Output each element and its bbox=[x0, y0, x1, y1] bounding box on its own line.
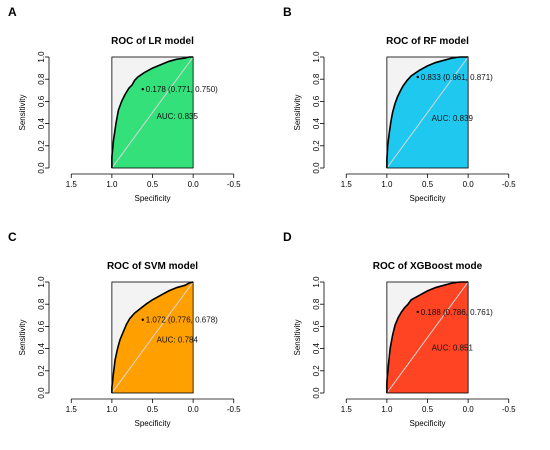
x-tick-label: -0.5 bbox=[227, 405, 241, 414]
y-tick-label: 0.8 bbox=[312, 298, 321, 310]
roc-box bbox=[111, 56, 194, 169]
threshold-point bbox=[141, 87, 144, 91]
y-tick-label: 0.6 bbox=[37, 95, 46, 107]
y-tick-label: 0.6 bbox=[312, 320, 321, 332]
threshold-annotation: 0.188 (0.786, 0.761) bbox=[421, 308, 493, 317]
y-tick-label: 0.6 bbox=[312, 95, 321, 107]
roc-panel-rf: B ROC of RF model 0.833 (0.861, 0.871) AUC:… bbox=[275, 0, 550, 225]
x-tick-label: 0.0 bbox=[188, 180, 200, 189]
roc-panel-svm: C ROC of SVM model 1.072 (0.776, 0.678) AUC… bbox=[0, 225, 275, 450]
y-tick-label: 0.2 bbox=[312, 365, 321, 377]
y-tick-label: 0.4 bbox=[37, 117, 46, 129]
y-tick-label: 0.2 bbox=[37, 140, 46, 152]
y-tick-label: 0.0 bbox=[312, 162, 321, 174]
x-tick-label: -0.5 bbox=[227, 180, 241, 189]
y-tick-label: 0.8 bbox=[37, 73, 46, 85]
y-tick-label: 0.0 bbox=[37, 162, 46, 174]
x-tick-label: 1.5 bbox=[341, 180, 353, 189]
roc-curve-line bbox=[111, 56, 194, 168]
y-tick-label: 0.8 bbox=[312, 73, 321, 85]
x-tick-label: -0.5 bbox=[502, 405, 516, 414]
chart-title: ROC of XGBoost mode bbox=[373, 261, 483, 272]
x-tick-label: 1.0 bbox=[381, 405, 393, 414]
auc-annotation: AUC: 0.835 bbox=[157, 112, 199, 121]
y-tick-label: 1.0 bbox=[37, 51, 46, 63]
threshold-point bbox=[141, 318, 144, 321]
auc-annotation: AUC: 0.851 bbox=[432, 343, 474, 352]
roc-box bbox=[386, 281, 469, 394]
chart-title: ROC of RF model bbox=[386, 36, 469, 47]
chart-title: ROC of SVM model bbox=[107, 261, 198, 272]
y-tick-label: 0.8 bbox=[37, 298, 46, 310]
roc-panel-lr: A ROC of LR model 0.178 (0.771, 0.750) AUC:… bbox=[0, 0, 275, 225]
diagonal-reference-line bbox=[111, 281, 194, 394]
panel-label: A bbox=[8, 5, 17, 19]
roc-box bbox=[111, 281, 194, 394]
y-tick-label: 0.0 bbox=[312, 387, 321, 399]
roc-chart: A ROC of LR model 0.178 (0.771, 0.750) AUC:… bbox=[8, 5, 241, 203]
roc-chart: D ROC of XGBoost mode 0.188 (0.786, 0.761)… bbox=[283, 230, 516, 428]
x-tick-label: 1.0 bbox=[106, 180, 118, 189]
x-tick-label: 0.5 bbox=[422, 405, 434, 414]
roc-curve-line bbox=[111, 281, 194, 393]
x-tick-label: -0.5 bbox=[502, 180, 516, 189]
x-tick-label: 0.5 bbox=[147, 180, 159, 189]
chart-title: ROC of LR model bbox=[111, 36, 194, 47]
panel-label: B bbox=[283, 5, 292, 19]
roc-curve-line bbox=[386, 281, 469, 393]
auc-annotation: AUC: 0.784 bbox=[157, 336, 199, 345]
y-axis-label: Sensitivity bbox=[293, 319, 302, 355]
diagonal-reference-line bbox=[111, 56, 194, 169]
panel-label: D bbox=[283, 230, 292, 244]
roc-chart: C ROC of SVM model 1.072 (0.776, 0.678) AUC… bbox=[8, 230, 241, 428]
x-axis-label: Specificity bbox=[409, 194, 445, 203]
x-axis-label: Specificity bbox=[409, 419, 445, 428]
panel-label: C bbox=[8, 230, 17, 244]
roc-curve-line bbox=[386, 56, 469, 168]
roc-box bbox=[386, 56, 469, 169]
x-tick-label: 0.0 bbox=[463, 180, 475, 189]
diagonal-reference-line bbox=[386, 56, 469, 169]
diagonal-reference-line bbox=[386, 281, 469, 394]
y-axis-label: Sensitivity bbox=[18, 94, 27, 130]
threshold-point bbox=[416, 75, 419, 79]
y-tick-label: 1.0 bbox=[312, 51, 321, 63]
x-tick-label: 0.0 bbox=[463, 405, 475, 414]
roc-chart: B ROC of RF model 0.833 (0.861, 0.871) AUC:… bbox=[283, 5, 516, 203]
x-tick-label: 1.5 bbox=[66, 180, 78, 189]
x-tick-label: 0.0 bbox=[188, 405, 200, 414]
x-tick-label: 1.5 bbox=[341, 405, 353, 414]
x-tick-label: 1.5 bbox=[66, 405, 78, 414]
threshold-point bbox=[416, 310, 419, 314]
y-axis-label: Sensitivity bbox=[293, 94, 302, 130]
x-axis-label: Specificity bbox=[134, 194, 170, 203]
y-tick-label: 0.4 bbox=[312, 342, 321, 354]
threshold-annotation: 0.178 (0.771, 0.750) bbox=[146, 85, 218, 94]
y-tick-label: 0.0 bbox=[37, 387, 46, 399]
y-axis-label: Sensitivity bbox=[18, 319, 27, 355]
x-tick-label: 0.5 bbox=[147, 405, 159, 414]
y-tick-label: 0.2 bbox=[312, 140, 321, 152]
auc-annotation: AUC: 0.839 bbox=[432, 114, 474, 123]
x-tick-label: 1.0 bbox=[381, 180, 393, 189]
x-tick-label: 1.0 bbox=[106, 405, 118, 414]
roc-panel-xgboost: D ROC of XGBoost mode 0.188 (0.786, 0.761)… bbox=[275, 225, 550, 450]
y-tick-label: 0.6 bbox=[37, 320, 46, 332]
y-tick-label: 1.0 bbox=[37, 276, 46, 288]
y-tick-label: 1.0 bbox=[312, 276, 321, 288]
x-axis-label: Specificity bbox=[134, 419, 170, 428]
threshold-annotation: 0.833 (0.861, 0.871) bbox=[421, 73, 493, 82]
y-tick-label: 0.4 bbox=[312, 117, 321, 129]
threshold-annotation: 1.072 (0.776, 0.678) bbox=[146, 316, 218, 325]
y-tick-label: 0.2 bbox=[37, 365, 46, 377]
y-tick-label: 0.4 bbox=[37, 342, 46, 354]
x-tick-label: 0.5 bbox=[422, 180, 434, 189]
